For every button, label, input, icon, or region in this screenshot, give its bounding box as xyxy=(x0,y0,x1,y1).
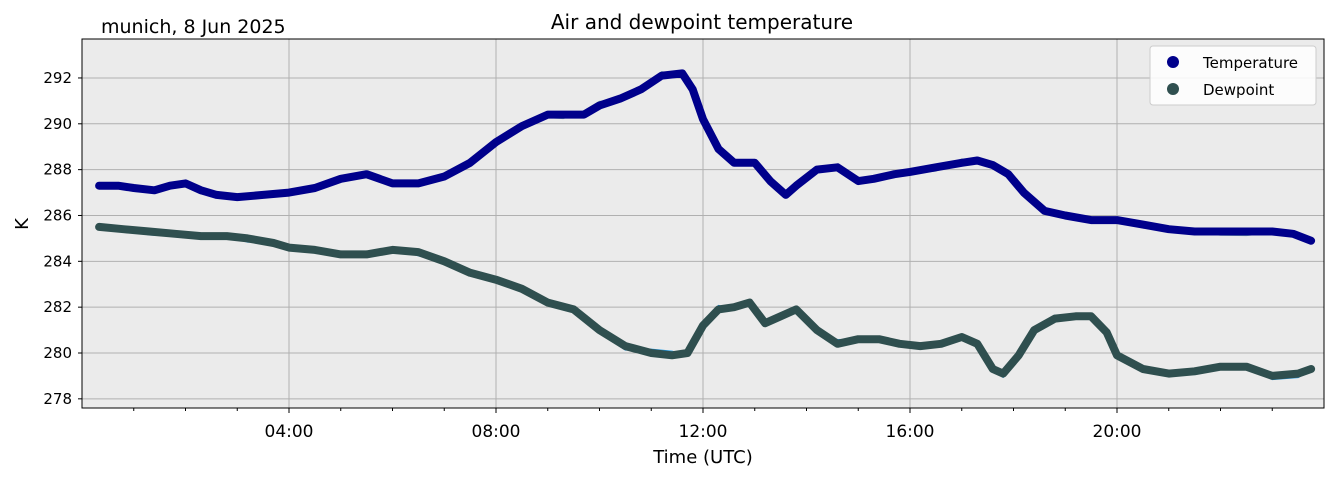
x-axis-ticks: 04:00 08:00 12:00 16:00 20:00 xyxy=(133,408,1273,442)
y-tick-label: 288 xyxy=(43,161,72,179)
legend-marker-dewpoint xyxy=(1167,83,1179,95)
smoothed-series xyxy=(95,69,1316,380)
y-axis-ticks: 278 280 282 284 286 288 290 292 xyxy=(43,69,82,408)
chart-title: Air and dewpoint temperature xyxy=(551,10,853,34)
y-tick-label: 282 xyxy=(43,298,72,316)
y-tick-label: 278 xyxy=(43,390,72,408)
x-tick-label: 12:00 xyxy=(679,422,728,442)
y-tick-label: 284 xyxy=(43,252,72,270)
legend-label-temperature: Temperature xyxy=(1202,54,1298,72)
x-tick-label: 16:00 xyxy=(886,422,935,442)
legend: Temperature Dewpoint xyxy=(1149,45,1317,106)
series-line-dewpoint xyxy=(95,222,1316,380)
y-tick-label: 280 xyxy=(43,344,72,362)
y-tick-label: 290 xyxy=(43,115,72,133)
x-axis-label: Time (UTC) xyxy=(652,447,753,468)
grid xyxy=(82,39,1324,408)
y-axis-label: K xyxy=(12,217,33,230)
location-date: munich, 8 Jun 2025 xyxy=(101,16,286,38)
x-tick-label: 20:00 xyxy=(1093,422,1142,442)
x-tick-label: 08:00 xyxy=(472,422,521,442)
legend-label-dewpoint: Dewpoint xyxy=(1203,81,1274,99)
legend-marker-temperature xyxy=(1167,56,1179,68)
legend-box xyxy=(1149,45,1317,106)
y-tick-label: 286 xyxy=(43,206,72,224)
y-tick-label: 292 xyxy=(43,69,72,87)
series-line-temperature xyxy=(95,69,1316,245)
x-tick-label: 04:00 xyxy=(265,422,314,442)
